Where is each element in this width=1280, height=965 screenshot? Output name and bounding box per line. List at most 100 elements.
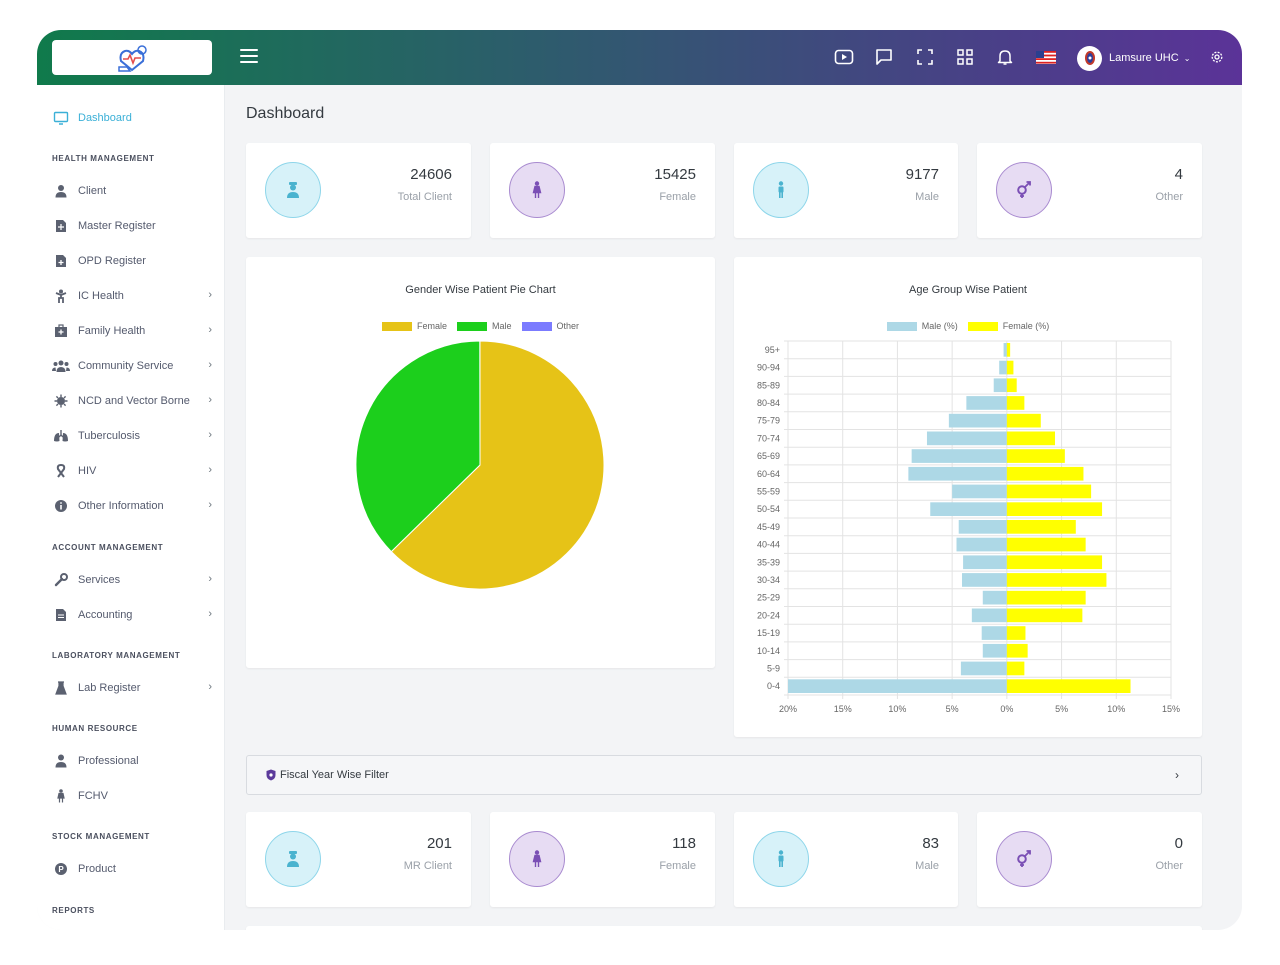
bar-male-30-34[interactable] — [961, 573, 1007, 587]
bar-male-5-9[interactable] — [960, 661, 1007, 676]
menu-toggle-button[interactable] — [240, 49, 258, 65]
sidebar-item-opd-register[interactable]: OPD Register — [52, 251, 212, 271]
pie-slice-male[interactable] — [355, 340, 481, 553]
bar-male-10-14[interactable] — [982, 643, 1007, 658]
y-tick-label: 65-69 — [757, 451, 780, 461]
bar-male-70-74[interactable] — [926, 431, 1007, 446]
sidebar-item-ic-health[interactable]: IC Health › — [52, 286, 212, 306]
stat-icon-circle — [996, 831, 1052, 887]
bar-male-0-4[interactable] — [788, 679, 1007, 693]
bar-female-90-94[interactable] — [1006, 360, 1014, 375]
sidebar-item-professional[interactable]: Professional — [52, 751, 212, 771]
bar-male-55-59[interactable] — [952, 484, 1007, 499]
bar-female-65-69[interactable] — [1006, 449, 1065, 463]
bar-male-90-94[interactable] — [999, 360, 1007, 375]
apps-grid-icon[interactable] — [955, 47, 975, 67]
sidebar-item-lab-register[interactable]: Lab Register › — [52, 678, 212, 698]
bar-male-15-19[interactable] — [981, 626, 1007, 640]
chevron-down-icon: ⌄ — [1183, 53, 1191, 63]
bar-male-50-54[interactable] — [930, 502, 1007, 516]
transgender-icon — [1017, 181, 1031, 198]
file-invoice-icon — [52, 607, 70, 623]
bar-female-50-54[interactable] — [1006, 502, 1103, 516]
sidebar-item-ncd[interactable]: NCD and Vector Borne › — [52, 391, 212, 411]
legend-item-female-pct[interactable]: Female (%) — [967, 321, 1050, 331]
sidebar-item-label: HIV — [78, 465, 97, 477]
sidebar-item-fchv[interactable]: FCHV — [52, 786, 212, 806]
sidebar-item-dashboard[interactable]: Dashboard — [52, 108, 212, 128]
bar-male-45-49[interactable] — [958, 520, 1007, 534]
sidebar-item-product[interactable]: P Product — [52, 859, 212, 879]
legend-item-male[interactable]: Male — [456, 321, 512, 331]
bar-female-25-29[interactable] — [1006, 590, 1086, 605]
legend-item-female[interactable]: Female — [381, 321, 447, 331]
bar-male-25-29[interactable] — [982, 590, 1007, 605]
bar-male-80-84[interactable] — [966, 396, 1007, 410]
bar-male-40-44[interactable] — [956, 537, 1007, 552]
sidebar-item-services[interactable]: Services › — [52, 570, 212, 590]
sidebar-item-label: Master Register — [78, 220, 156, 232]
sidebar-item-hiv[interactable]: HIV › — [52, 461, 212, 481]
stat-label: Total Client — [397, 191, 452, 203]
chevron-right-icon: › — [208, 573, 212, 585]
sidebar-item-client[interactable]: Client — [52, 181, 212, 201]
bar-female-75-79[interactable] — [1006, 413, 1041, 428]
legend-item-male-pct[interactable]: Male (%) — [886, 321, 958, 331]
stat-label: Female — [659, 860, 696, 872]
sidebar-item-master-register[interactable]: Master Register — [52, 216, 212, 236]
next-card — [246, 926, 1202, 930]
sidebar-item-accounting[interactable]: Accounting › — [52, 605, 212, 625]
video-icon[interactable] — [834, 47, 854, 67]
bar-female-70-74[interactable] — [1006, 431, 1056, 446]
bar-female-55-59[interactable] — [1006, 484, 1092, 499]
pie-slice-female[interactable] — [390, 340, 605, 590]
bar-female-80-84[interactable] — [1006, 396, 1025, 410]
fullscreen-icon[interactable] — [915, 47, 935, 67]
chevron-right-icon: › — [208, 429, 212, 441]
ribbon-icon — [52, 463, 70, 479]
bar-male-75-79[interactable] — [948, 413, 1007, 428]
legend-item-other[interactable]: Other — [521, 321, 579, 331]
bell-icon[interactable] — [995, 47, 1015, 67]
stat-card-other: 4 Other — [977, 143, 1202, 238]
fiscal-year-filter[interactable]: Fiscal Year Wise Filter › — [246, 755, 1202, 795]
y-tick-label: 50-54 — [757, 504, 780, 514]
bar-female-0-4[interactable] — [1006, 679, 1131, 693]
legend-label: Female (%) — [1002, 321, 1050, 331]
bar-female-85-89[interactable] — [1006, 378, 1017, 393]
bar-male-85-89[interactable] — [993, 378, 1007, 393]
chevron-right-icon: › — [208, 464, 212, 476]
users-icon — [52, 358, 70, 374]
bar-female-45-49[interactable] — [1006, 520, 1076, 534]
settings-gear-icon[interactable] — [1207, 47, 1227, 67]
sidebar-item-label: Dashboard — [78, 112, 132, 124]
sidebar-item-community-service[interactable]: Community Service › — [52, 356, 212, 376]
bar-female-35-39[interactable] — [1006, 555, 1103, 570]
chat-icon[interactable] — [874, 47, 894, 67]
us-flag-icon[interactable] — [1036, 47, 1056, 67]
bar-male-35-39[interactable] — [963, 555, 1007, 570]
sidebar-item-family-health[interactable]: Family Health › — [52, 321, 212, 341]
bar-female-95+[interactable] — [1006, 343, 1011, 357]
bar-female-30-34[interactable] — [1006, 573, 1107, 587]
user-menu[interactable]: Lamsure UHC ⌄ — [1077, 45, 1190, 71]
bar-male-65-69[interactable] — [911, 449, 1007, 463]
sidebar-item-other-info[interactable]: Other Information › — [52, 496, 212, 516]
sidebar-item-tuberculosis[interactable]: Tuberculosis › — [52, 426, 212, 446]
bar-female-10-14[interactable] — [1006, 643, 1028, 658]
chevron-right-icon: › — [208, 359, 212, 371]
bar-male-20-24[interactable] — [971, 608, 1007, 623]
logo[interactable] — [52, 40, 212, 75]
bar-female-40-44[interactable] — [1006, 537, 1086, 552]
bar-male-95+[interactable] — [1003, 343, 1007, 357]
bar-female-20-24[interactable] — [1006, 608, 1083, 623]
transgender-icon — [1017, 850, 1031, 867]
legend-label: Male (%) — [921, 321, 958, 331]
x-tick-label: 5% — [1055, 704, 1068, 714]
emblem-icon — [1084, 51, 1095, 65]
y-tick-label: 45-49 — [757, 522, 780, 532]
bar-male-60-64[interactable] — [908, 466, 1007, 481]
bar-female-60-64[interactable] — [1006, 466, 1084, 481]
bar-female-15-19[interactable] — [1006, 626, 1026, 640]
bar-female-5-9[interactable] — [1006, 661, 1025, 676]
